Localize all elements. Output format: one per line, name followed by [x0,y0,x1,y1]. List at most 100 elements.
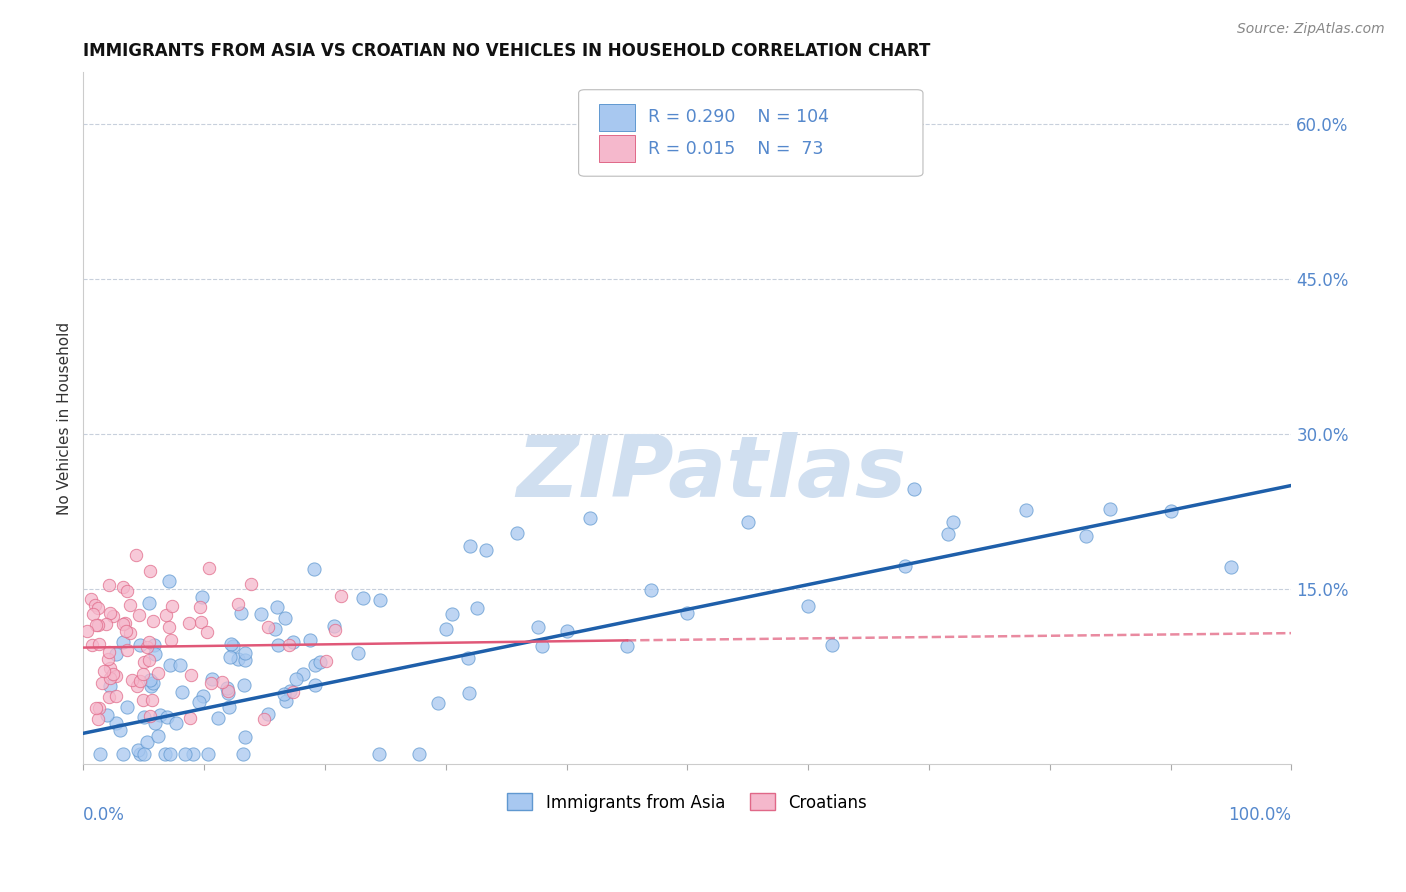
Point [84,598,107,612]
Point [138,597,160,611]
Point [148,729,170,743]
Point [264,623,287,637]
Point [129,674,152,689]
Point [239,576,262,591]
Point [84,617,107,632]
Text: IMMIGRANTS FROM ASIA VS CROATIAN NO VEHICLES IN HOUSEHOLD CORRELATION CHART: IMMIGRANTS FROM ASIA VS CROATIAN NO VEHI… [83,42,931,60]
Point [273,687,295,701]
FancyBboxPatch shape [579,90,922,177]
Point [138,564,160,578]
Point [87,712,110,726]
Point [266,600,288,615]
Point [211,675,233,690]
Point [96,708,118,723]
Point [101,667,124,681]
Point [149,707,172,722]
Text: Source: ZipAtlas.com: Source: ZipAtlas.com [1237,22,1385,37]
Point [555,624,578,638]
Point [217,681,239,695]
Point [111,747,134,761]
Point [159,657,181,672]
Point [233,653,256,667]
Point [368,593,391,607]
Point [191,590,214,604]
Point [118,625,141,640]
Point [97,652,120,666]
Point [190,615,212,630]
Point [231,606,253,620]
Point [278,683,301,698]
Point [120,599,142,613]
Point [132,692,155,706]
Point [821,638,844,652]
Point [143,715,166,730]
Point [219,649,242,664]
Point [1160,504,1182,518]
Y-axis label: No Vehicles in Household: No Vehicles in Household [58,322,72,515]
Point [98,606,121,620]
Point [458,539,481,553]
Point [135,735,157,749]
Point [132,667,155,681]
Point [226,597,249,611]
Point [86,600,108,615]
Point [640,582,662,597]
Text: R = 0.015    N =  73: R = 0.015 N = 73 [648,139,823,158]
Point [506,526,529,541]
Point [942,515,965,529]
Point [91,676,114,690]
Point [121,673,143,687]
Point [98,679,121,693]
Point [281,685,304,699]
Point [127,742,149,756]
Point [93,665,115,679]
Point [531,639,554,653]
Point [188,695,211,709]
Point [298,633,321,648]
Point [233,647,256,661]
Point [198,561,221,575]
Point [936,527,959,541]
Point [292,667,315,681]
Point [440,607,463,622]
Point [226,652,249,666]
Point [82,639,104,653]
Point [160,599,183,614]
Point [115,584,138,599]
Point [156,710,179,724]
Point [434,622,457,636]
Point [1014,503,1036,517]
Point [115,624,138,639]
Point [138,653,160,667]
Point [142,614,165,628]
Point [143,647,166,661]
Point [105,715,128,730]
Point [200,676,222,690]
Point [1074,529,1097,543]
Point [267,638,290,652]
Point [197,747,219,761]
Point [232,678,254,692]
Point [159,747,181,761]
Point [346,646,368,660]
Point [427,697,450,711]
Point [219,637,242,651]
Text: 100.0%: 100.0% [1229,805,1292,824]
Point [141,692,163,706]
Point [89,637,111,651]
Point [115,700,138,714]
Point [97,645,120,659]
Point [134,655,156,669]
Point [1220,560,1243,574]
Point [105,647,128,661]
Point [256,706,278,721]
Point [114,616,136,631]
Point [115,643,138,657]
Point [195,624,218,639]
Point [218,699,240,714]
Point [207,711,229,725]
Point [101,609,124,624]
Point [173,747,195,761]
Point [352,591,374,605]
Point [87,617,110,632]
